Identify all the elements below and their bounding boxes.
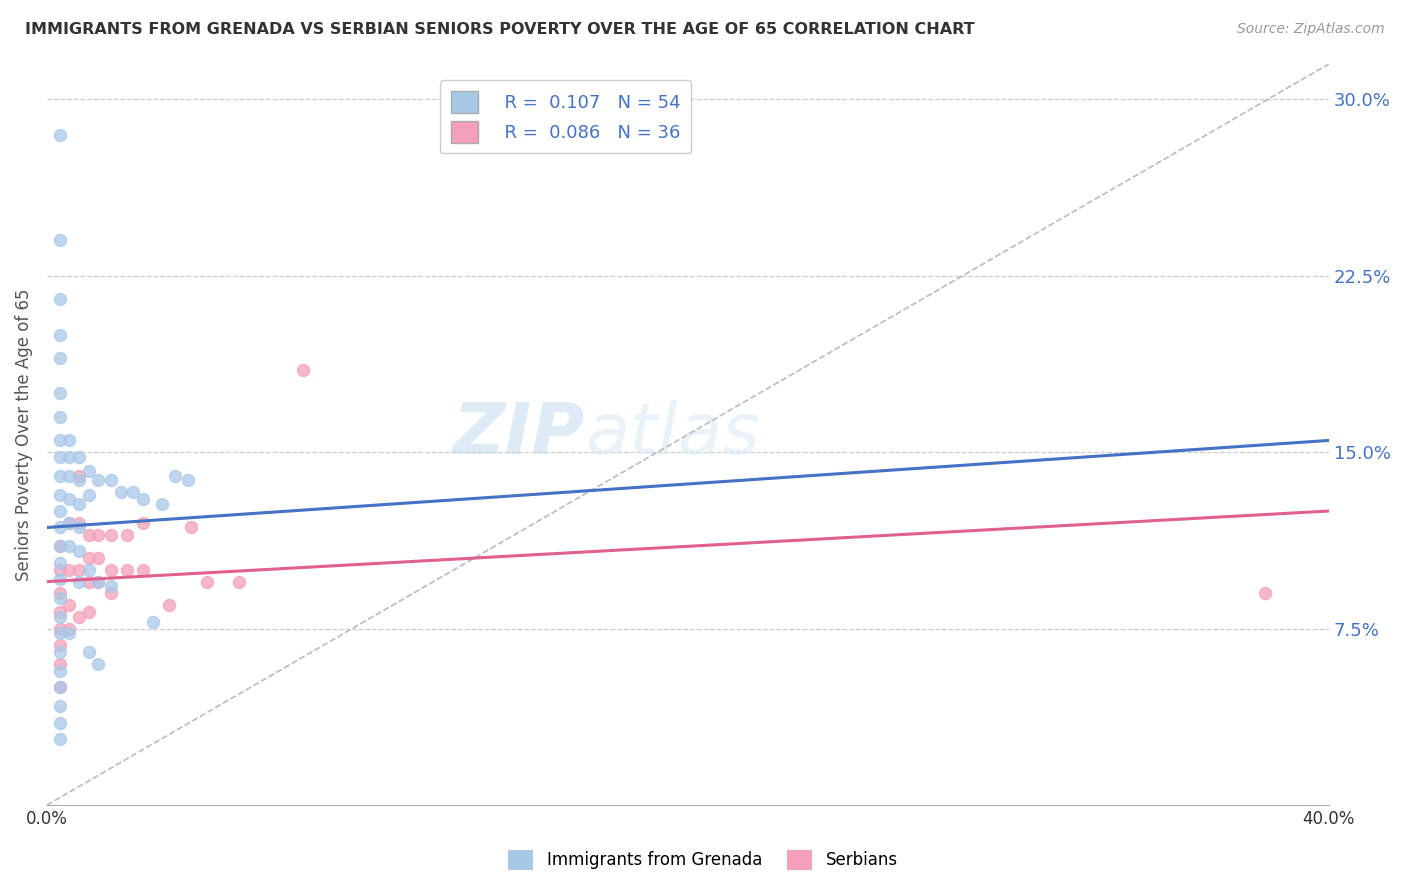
Point <box>48 234 70 248</box>
Point <box>58 516 80 530</box>
Point <box>180 520 202 534</box>
Point <box>48 539 70 553</box>
Legend:   R =  0.107   N = 54,   R =  0.086   N = 36: R = 0.107 N = 54, R = 0.086 N = 36 <box>440 80 692 153</box>
Point <box>87 657 110 671</box>
Point <box>77 464 100 478</box>
Point <box>48 681 70 695</box>
Point <box>58 468 80 483</box>
Point <box>48 664 70 678</box>
Y-axis label: Seniors Poverty Over the Age of 65: Seniors Poverty Over the Age of 65 <box>15 288 32 581</box>
Point <box>100 474 122 488</box>
Point <box>67 520 90 534</box>
Point <box>115 563 138 577</box>
Point <box>100 527 122 541</box>
Point <box>58 516 80 530</box>
Point <box>58 598 80 612</box>
Point <box>48 293 70 307</box>
Point <box>48 591 70 605</box>
Point <box>48 563 70 577</box>
Point <box>292 363 315 377</box>
Point <box>150 497 173 511</box>
Point <box>110 485 132 500</box>
Point <box>48 351 70 365</box>
Point <box>132 516 155 530</box>
Point <box>48 657 70 671</box>
Legend: Immigrants from Grenada, Serbians: Immigrants from Grenada, Serbians <box>502 843 904 877</box>
Point <box>48 327 70 342</box>
Point <box>48 715 70 730</box>
Point <box>87 527 110 541</box>
Point <box>115 527 138 541</box>
Point <box>48 468 70 483</box>
Point <box>58 622 80 636</box>
Point <box>77 645 100 659</box>
Point <box>48 622 70 636</box>
Text: Source: ZipAtlas.com: Source: ZipAtlas.com <box>1237 22 1385 37</box>
Point <box>48 128 70 142</box>
Point <box>165 468 187 483</box>
Point <box>142 615 165 629</box>
Point <box>195 574 218 589</box>
Point <box>48 586 70 600</box>
Point <box>67 610 90 624</box>
Point <box>48 487 70 501</box>
Point <box>87 551 110 566</box>
Point <box>58 626 80 640</box>
Point <box>228 574 250 589</box>
Point <box>48 645 70 659</box>
Point <box>48 520 70 534</box>
Point <box>100 579 122 593</box>
Point <box>177 474 200 488</box>
Point <box>48 539 70 553</box>
Point <box>67 574 90 589</box>
Point <box>48 605 70 619</box>
Point <box>67 563 90 577</box>
Point <box>48 504 70 518</box>
Point <box>67 516 90 530</box>
Point <box>48 610 70 624</box>
Point <box>77 551 100 566</box>
Point <box>48 450 70 464</box>
Point <box>48 681 70 695</box>
Point <box>1253 586 1275 600</box>
Text: IMMIGRANTS FROM GRENADA VS SERBIAN SENIORS POVERTY OVER THE AGE OF 65 CORRELATIO: IMMIGRANTS FROM GRENADA VS SERBIAN SENIO… <box>25 22 974 37</box>
Point <box>77 563 100 577</box>
Point <box>87 474 110 488</box>
Point <box>48 572 70 586</box>
Point <box>87 574 110 589</box>
Point <box>58 539 80 553</box>
Point <box>48 409 70 424</box>
Text: atlas: atlas <box>585 401 759 469</box>
Point <box>122 485 145 500</box>
Point <box>48 638 70 652</box>
Point <box>58 450 80 464</box>
Point <box>87 574 110 589</box>
Point <box>77 605 100 619</box>
Point <box>157 598 180 612</box>
Point <box>48 386 70 401</box>
Point <box>67 497 90 511</box>
Point <box>48 699 70 714</box>
Point <box>67 450 90 464</box>
Point <box>132 492 155 507</box>
Point <box>48 732 70 747</box>
Point <box>58 492 80 507</box>
Point <box>100 563 122 577</box>
Point <box>67 468 90 483</box>
Point <box>100 586 122 600</box>
Point <box>67 474 90 488</box>
Point <box>132 563 155 577</box>
Point <box>48 556 70 570</box>
Point <box>48 626 70 640</box>
Point <box>48 434 70 448</box>
Point <box>77 574 100 589</box>
Point <box>77 527 100 541</box>
Point <box>58 563 80 577</box>
Point <box>77 487 100 501</box>
Point <box>67 544 90 558</box>
Point <box>58 434 80 448</box>
Text: ZIP: ZIP <box>453 401 585 469</box>
